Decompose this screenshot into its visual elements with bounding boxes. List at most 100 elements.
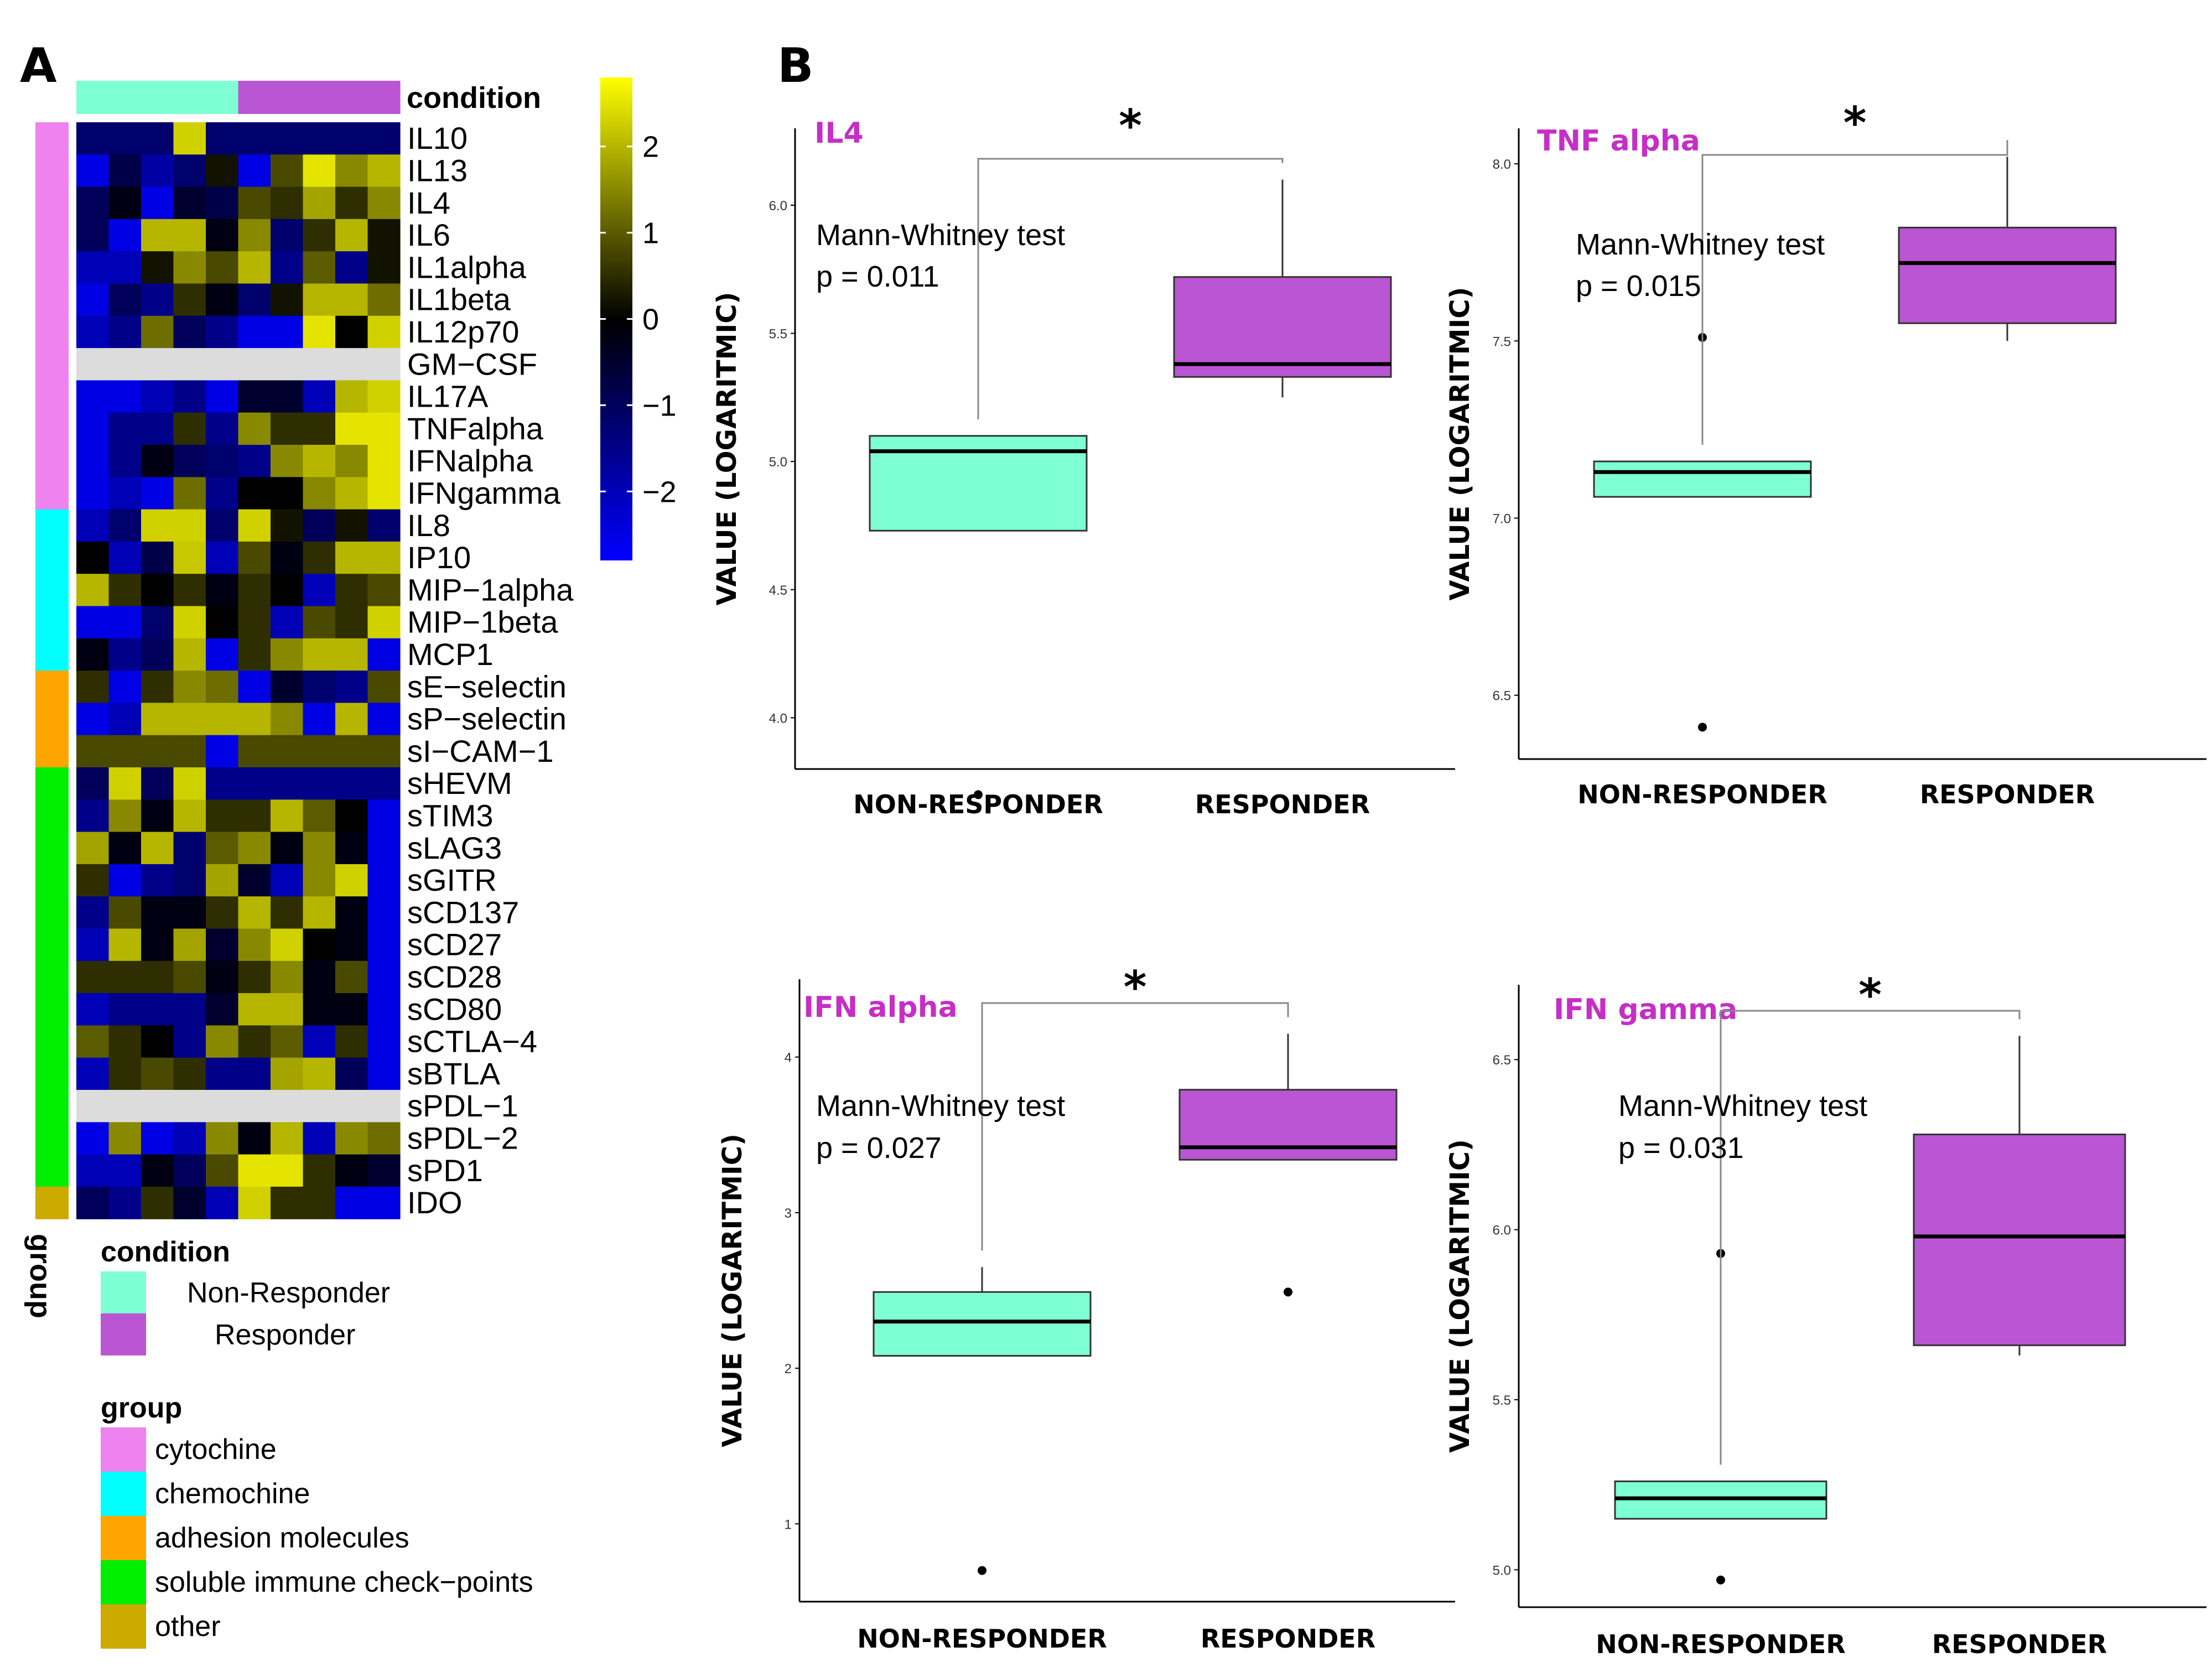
heatmap-cell — [335, 735, 368, 768]
heatmap-cell — [238, 380, 271, 413]
heatmap-cell — [173, 219, 206, 252]
heatmap-cell — [206, 154, 239, 188]
heatmap-cell — [271, 1186, 304, 1219]
heatmap-cell — [271, 832, 304, 865]
heatmap-cell — [335, 799, 368, 833]
heatmap-cell — [367, 606, 401, 639]
heatmap-cell — [173, 283, 206, 316]
heatmap-cell — [238, 186, 271, 220]
heatmap-row-label: IDO — [407, 1185, 463, 1220]
heatmap-row-label: IL1alpha — [407, 250, 527, 284]
heatmap-cell — [238, 348, 271, 381]
y-tick-label: 6.0 — [769, 199, 787, 214]
heatmap-cell — [76, 735, 110, 768]
boxplot-title: IFN alpha — [803, 991, 958, 1024]
heatmap-cell — [238, 1025, 271, 1058]
heatmap-cell — [271, 477, 304, 510]
heatmap-cell — [303, 1057, 336, 1090]
heatmap-cell — [141, 928, 174, 962]
heatmap-cell — [173, 1154, 206, 1187]
heatmap-cell — [173, 735, 206, 768]
heatmap-row-label: sLAG3 — [407, 830, 502, 865]
heatmap-cell — [335, 445, 368, 477]
heatmap-cell — [108, 122, 142, 155]
heatmap-cell — [108, 832, 142, 865]
heatmap-cell — [76, 960, 110, 994]
group-bar-cell — [35, 1154, 69, 1187]
heatmap-cell — [108, 1154, 142, 1187]
heatmap-cell — [173, 1090, 206, 1123]
heatmap-cell — [76, 767, 110, 800]
heatmap-cell — [141, 477, 174, 510]
heatmap-cell — [271, 799, 304, 833]
group-bar-cell — [35, 896, 69, 929]
heatmap-cell — [206, 477, 239, 510]
heatmap-cell — [76, 638, 110, 671]
heatmap-cell — [303, 832, 336, 865]
heatmap-cell — [238, 1186, 271, 1219]
group-bar-cell — [35, 1057, 69, 1090]
significance-star: * — [1844, 97, 1867, 149]
heatmap-row-label: sPD1 — [407, 1153, 483, 1188]
condition-header: condition — [407, 81, 541, 115]
heatmap-cell — [76, 864, 110, 897]
heatmap-cell — [238, 671, 271, 703]
heatmap-cell — [206, 606, 239, 639]
stat-test-label: Mann-Whitney test — [1618, 1089, 1867, 1123]
heatmap-cell — [173, 606, 206, 639]
heatmap-cell — [271, 445, 304, 477]
heatmap-cell — [303, 1122, 336, 1155]
group-legend-label: soluble immune check−points — [155, 1566, 533, 1598]
heatmap-cell — [108, 380, 142, 413]
heatmap-cell — [367, 122, 401, 155]
heatmap-cell — [141, 315, 174, 349]
condition-bar-cell — [303, 81, 336, 114]
condition-legend-swatch — [101, 1271, 146, 1313]
significance-bracket — [977, 158, 1284, 419]
heatmap-cell — [303, 671, 336, 703]
heatmap-cell — [303, 574, 336, 607]
heatmap-cell — [303, 348, 336, 381]
heatmap-cell — [76, 477, 110, 510]
group-axis-label: group — [24, 1234, 57, 1318]
group-bar-cell — [35, 864, 69, 897]
p-value-label: p = 0.027 — [816, 1131, 942, 1165]
heatmap-cell — [108, 154, 142, 188]
heatmap-cell — [238, 283, 271, 316]
heatmap-cell — [76, 832, 110, 865]
box — [1593, 460, 1812, 498]
heatmap-cell — [206, 412, 239, 445]
outlier-point — [1698, 723, 1707, 732]
heatmap-cell — [141, 832, 174, 865]
heatmap-row-label: IL13 — [407, 153, 468, 188]
heatmap-row-label: MIP−1beta — [407, 605, 558, 640]
heatmap-cell — [303, 122, 336, 155]
heatmap-cell — [367, 638, 401, 671]
heatmap-cell — [173, 993, 206, 1026]
heatmap-cell — [271, 154, 304, 188]
heatmap-cell — [367, 1186, 401, 1219]
heatmap-cell — [271, 703, 304, 736]
heatmap-cell — [335, 864, 368, 897]
condition-bar-cell — [238, 81, 271, 114]
group-legend-swatch — [101, 1427, 146, 1472]
boxplot-3: 5.0 5.5 6.0 6.5 NON-RESPONDER RESPONDER VALUE … — [1445, 969, 2206, 1659]
heatmap-cell — [303, 154, 336, 188]
heatmap-cell — [108, 445, 142, 477]
group-legend-label: chemochine — [155, 1478, 310, 1510]
heatmap-row-label: sCD80 — [407, 991, 502, 1026]
heatmap-cell — [303, 799, 336, 833]
heatmap-row-label: sCD27 — [407, 927, 502, 962]
heatmap-cell — [206, 767, 239, 800]
colorbar-tick-label: −2 — [642, 475, 677, 508]
heatmap-cell — [206, 799, 239, 833]
heatmap-cell — [108, 1186, 142, 1219]
heatmap-cell — [206, 1122, 239, 1155]
y-tick-label: 4.5 — [769, 583, 787, 598]
group-legend-swatch — [101, 1560, 146, 1604]
heatmap-row-label: sPDL−2 — [407, 1120, 518, 1155]
heatmap-cell — [206, 735, 239, 768]
heatmap-cell — [367, 735, 401, 768]
heatmap-cell — [367, 1154, 401, 1187]
heatmap-cell — [271, 993, 304, 1026]
